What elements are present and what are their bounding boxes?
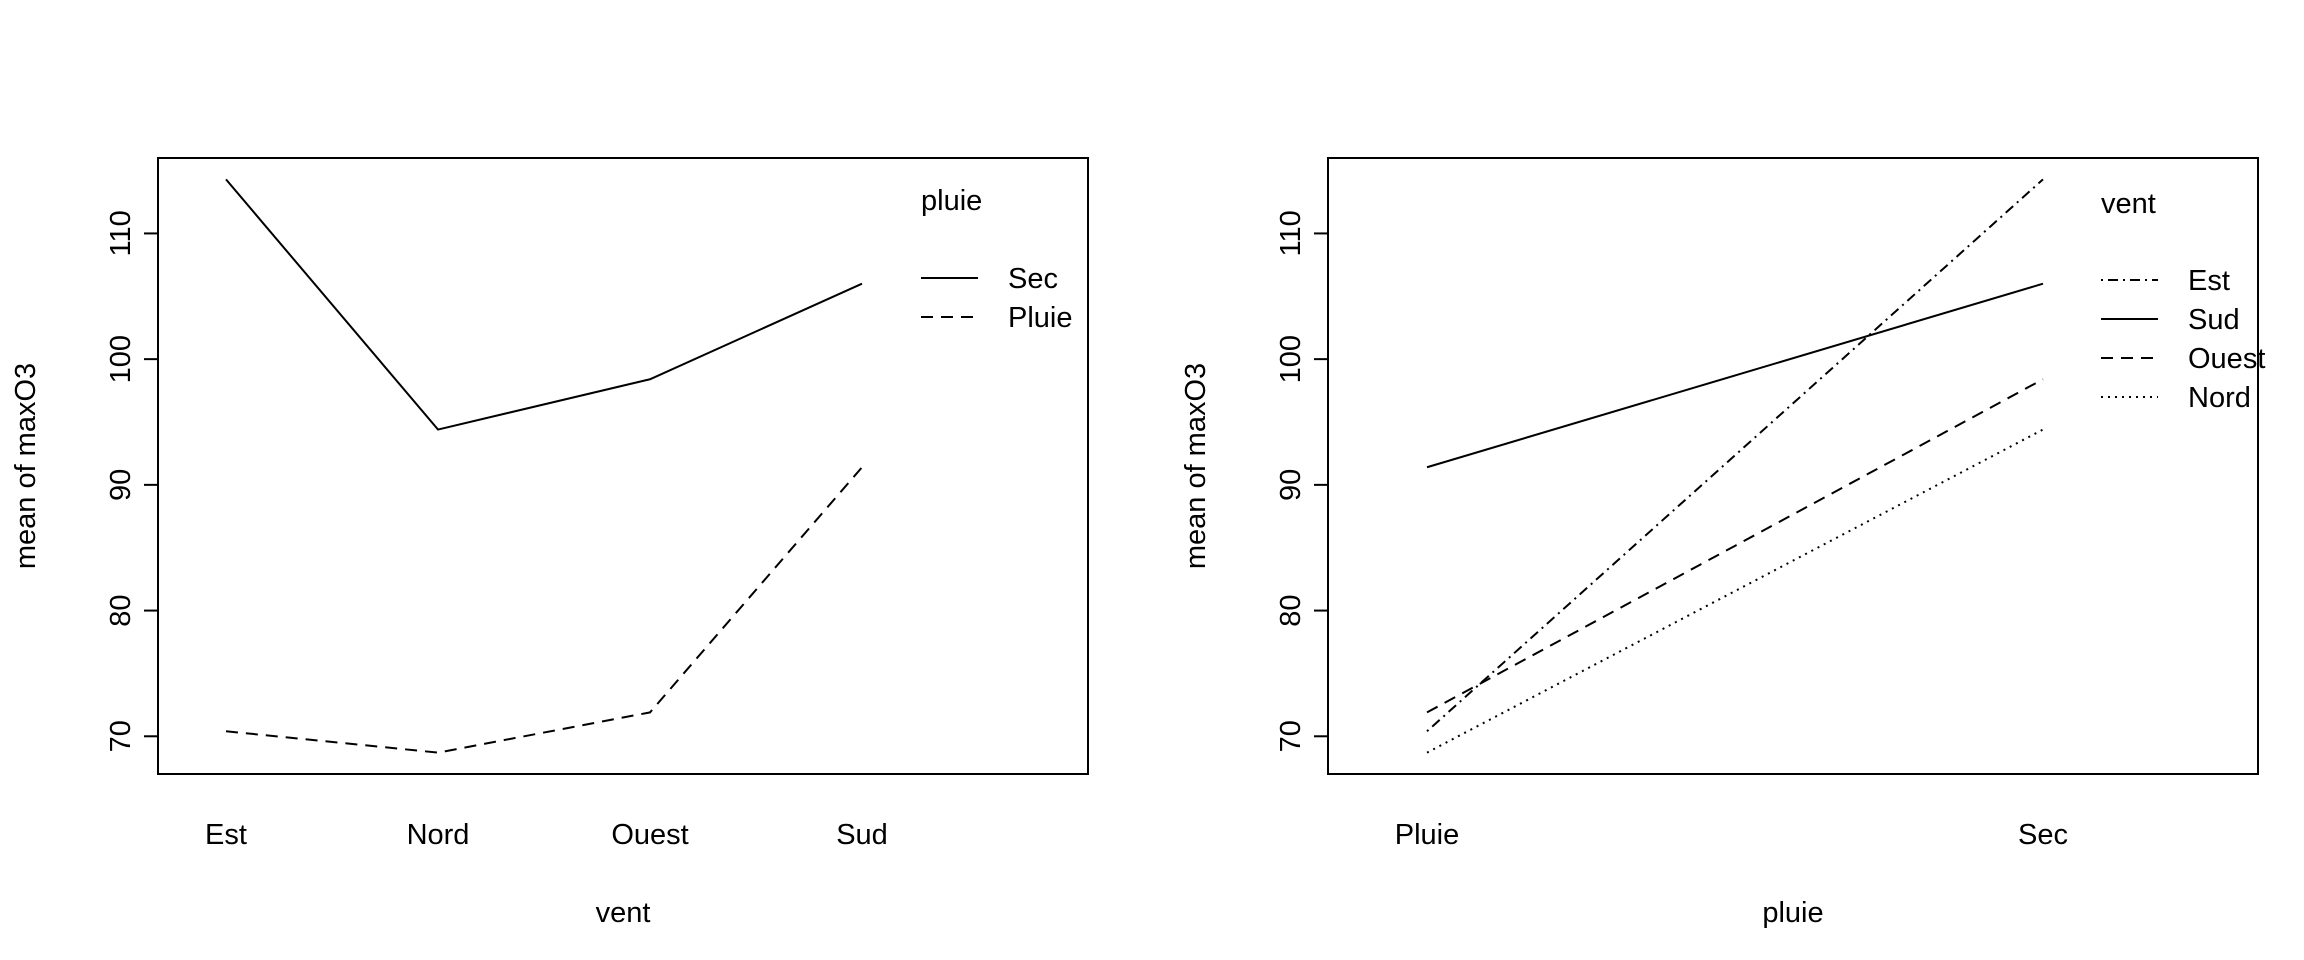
y-tick-label: 80 <box>105 594 137 626</box>
legend-label: Ouest <box>2188 343 2265 375</box>
legend-label: Sec <box>1008 263 1058 295</box>
legend-title: pluie <box>921 185 982 217</box>
x-tick-label: Sec <box>2018 819 2068 851</box>
x-axis-label: pluie <box>1762 897 1823 929</box>
x-tick-label: Ouest <box>611 819 688 851</box>
y-tick-label: 90 <box>105 469 137 501</box>
y-tick-label: 70 <box>1275 720 1307 752</box>
series-line-sud <box>1426 282 2044 469</box>
series-line-ouest <box>1426 378 2044 714</box>
x-axis-label: vent <box>596 897 651 929</box>
y-tick-label: 80 <box>1275 594 1307 626</box>
series-line-nord <box>1426 428 2044 754</box>
x-tick-label: Nord <box>407 819 470 851</box>
y-tick-label: 110 <box>105 210 137 256</box>
y-axis-label: mean of maxO3 <box>10 363 42 569</box>
y-axis-label: mean of maxO3 <box>1180 363 1212 569</box>
series-line-est <box>1426 178 2044 733</box>
x-tick-label: Sud <box>836 819 888 851</box>
series-line-pluie <box>225 466 863 754</box>
y-tick-label: 90 <box>1275 469 1307 501</box>
x-tick-label: Pluie <box>1395 819 1460 851</box>
y-tick-label: 100 <box>1275 335 1307 383</box>
plot-frame <box>157 157 1089 775</box>
series-line-sec <box>225 178 863 431</box>
y-tick-label: 70 <box>105 720 137 752</box>
legend-title: vent <box>2101 188 2156 220</box>
x-tick-label: Est <box>205 819 247 851</box>
chart-panel-1: 70 80 90 100 110 mean of maxO3 Est Nord Ouest Sud… <box>10 157 1089 929</box>
legend-label: Pluie <box>1008 302 1073 334</box>
y-tick-label: 110 <box>1275 210 1307 256</box>
legend-label: Nord <box>2188 382 2251 414</box>
y-tick-label: 100 <box>105 335 137 383</box>
legend-label: Sud <box>2188 304 2240 336</box>
legend-label: Est <box>2188 265 2230 297</box>
chart-panel-2: 70 80 90 100 110 mean of maxO3 Pluie Sec pluie ve… <box>1180 157 2265 929</box>
plot-frame <box>1327 157 2259 775</box>
